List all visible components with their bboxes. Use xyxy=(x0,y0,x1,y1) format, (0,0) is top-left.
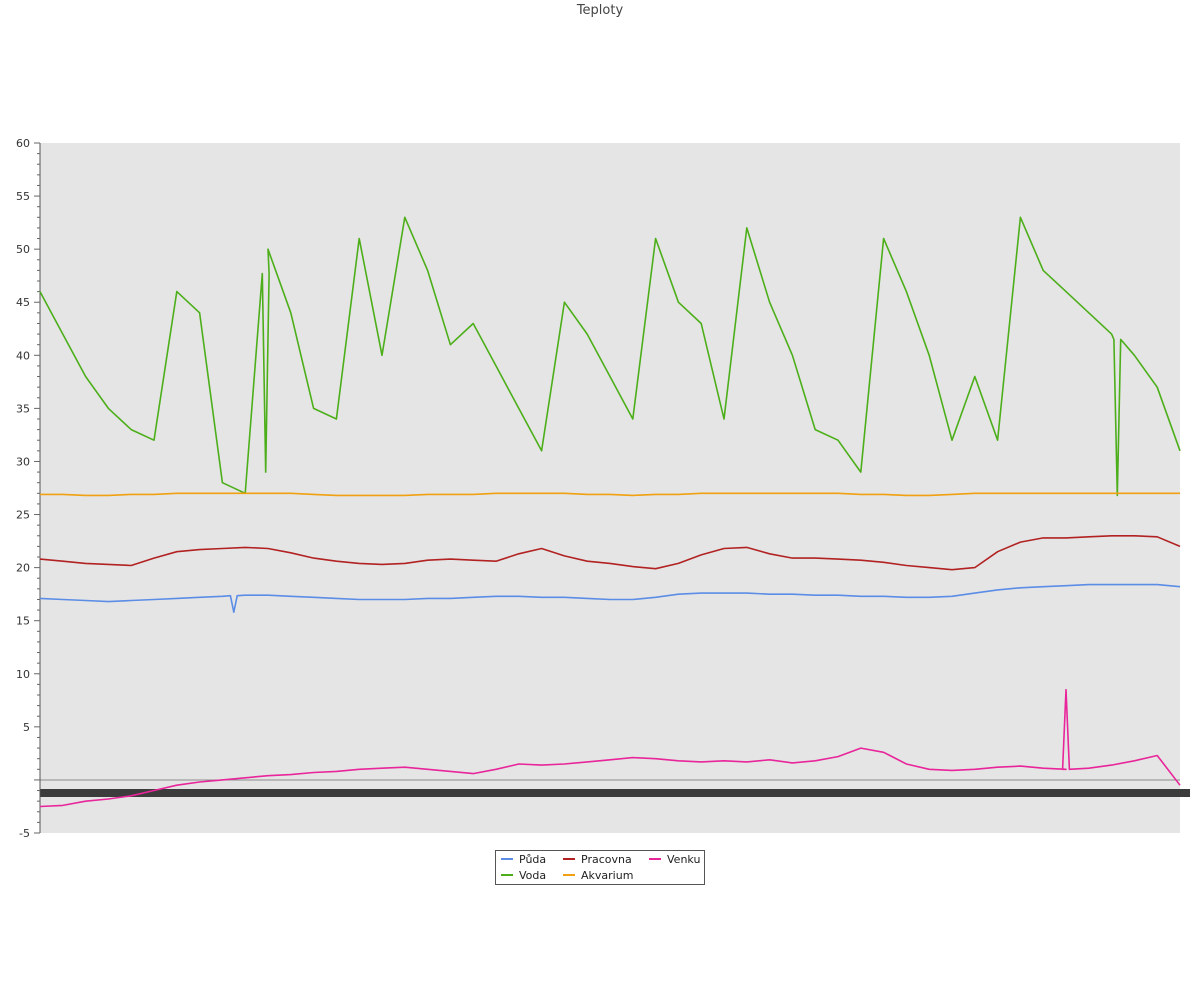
y-tick-label: 10 xyxy=(16,668,30,681)
y-tick-label: 45 xyxy=(16,296,30,309)
y-tick-label: 15 xyxy=(16,615,30,628)
legend-label: Půda xyxy=(519,853,547,866)
y-tick-label: 20 xyxy=(16,562,30,575)
legend: Půda Voda Pracovna Akvarium Venku xyxy=(495,850,705,885)
y-tick-label: 50 xyxy=(16,243,30,256)
legend-item-venku: Venku xyxy=(649,853,700,867)
y-tick-label: 60 xyxy=(16,137,30,150)
y-tick-label: 55 xyxy=(16,190,30,203)
legend-swatch-puda xyxy=(501,858,513,860)
legend-swatch-voda xyxy=(501,874,513,876)
series-line-3 xyxy=(40,492,1180,497)
legend-swatch-venku xyxy=(649,858,661,860)
legend-label: Pracovna xyxy=(581,853,632,866)
series-line-2 xyxy=(39,535,1181,571)
y-tick-label: 30 xyxy=(16,455,30,468)
y-tick-label: 35 xyxy=(16,402,30,415)
legend-swatch-akvarium xyxy=(563,874,575,876)
legend-swatch-pracovna xyxy=(563,858,575,860)
series-line-0 xyxy=(39,583,1181,613)
y-tick-label: 5 xyxy=(23,721,30,734)
legend-label: Akvarium xyxy=(581,869,634,882)
y-tick-label: 25 xyxy=(16,509,30,522)
legend-item-voda: Voda xyxy=(501,869,546,883)
y-axis-ticks: -5 5 10 15 20 25 30 35 40 45 50 55 60 xyxy=(16,137,40,840)
legend-label: Voda xyxy=(519,869,547,882)
y-tick-label: 40 xyxy=(16,349,30,362)
y-tick-label: -5 xyxy=(19,827,30,840)
legend-item-akvarium: Akvarium xyxy=(563,869,633,883)
series-line-4 xyxy=(39,688,1181,808)
x-axis-label-strip xyxy=(40,789,1190,797)
legend-item-pracovna: Pracovna xyxy=(563,853,632,867)
legend-item-puda: Půda xyxy=(501,853,546,867)
legend-label: Venku xyxy=(667,853,701,866)
chart-title: Teploty xyxy=(576,3,624,18)
series-line-1 xyxy=(39,216,1181,497)
series-layer xyxy=(39,216,1181,808)
plot-area xyxy=(40,143,1180,833)
